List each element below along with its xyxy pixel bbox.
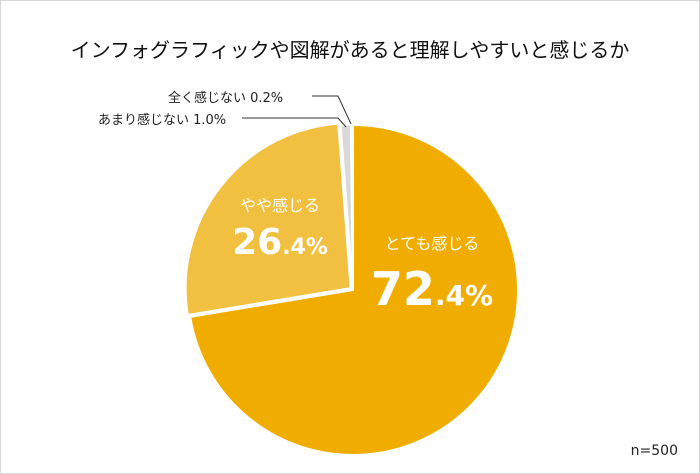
slice-percent: 26.4%: [232, 222, 328, 263]
slice-somewhat: [184, 122, 352, 317]
leader-line-little: [242, 117, 347, 128]
callout-little: あまり感じない 1.0%: [98, 113, 227, 128]
callout-none: 全く感じない 0.2%: [168, 91, 284, 106]
leader-lines: [242, 95, 352, 128]
slice-label-very: とても感じる 72.4%: [362, 230, 502, 316]
slice-name: とても感じる: [384, 234, 480, 253]
chart-title: インフォグラフィックや図解があると理解しやすいと感じるか: [70, 38, 630, 62]
slice-percent: 72.4%: [370, 262, 494, 316]
pie-slices: [184, 122, 519, 456]
slice-very: [189, 123, 519, 456]
sample-size: n=500: [630, 443, 678, 459]
leader-line-none: [312, 95, 352, 125]
slice-label-somewhat: やや感じる 26.4%: [225, 192, 335, 263]
slice-name: やや感じる: [239, 196, 320, 215]
slice-none: [349, 123, 354, 291]
